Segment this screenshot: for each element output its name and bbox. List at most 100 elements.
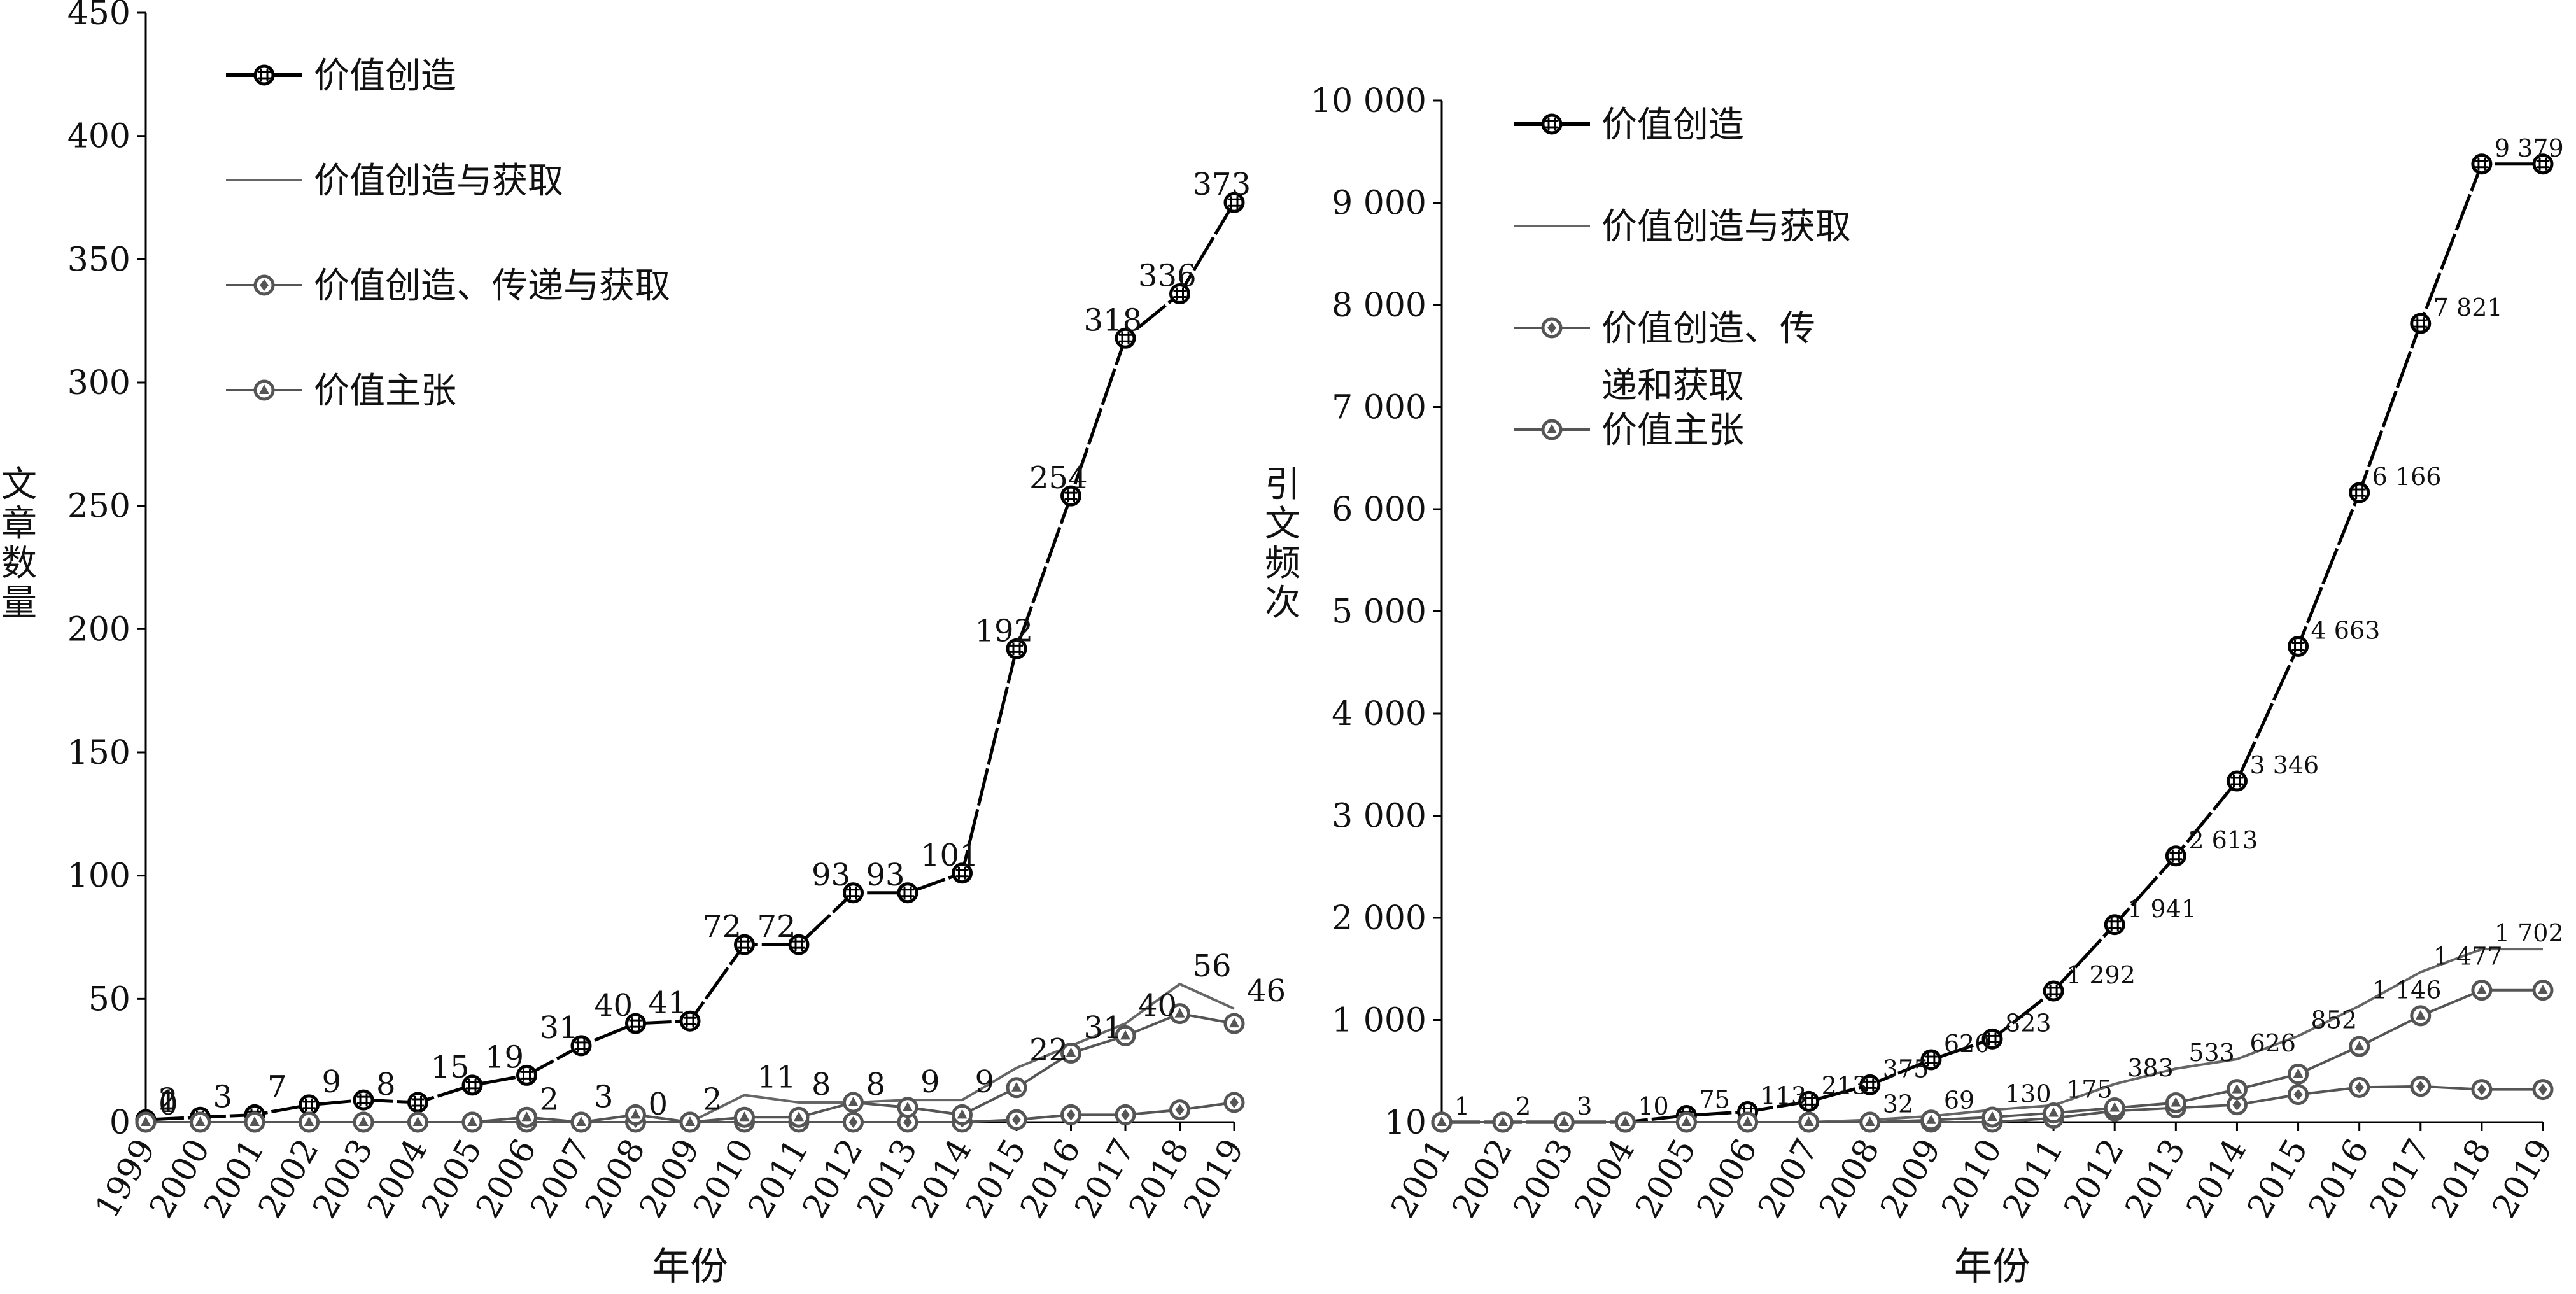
left-legend-label: 价值主张 bbox=[314, 370, 456, 412]
left-data-label: 2 bbox=[540, 1081, 560, 1117]
left-legend-item-2: 价值创造、传递与获取 bbox=[226, 265, 670, 307]
left-series-0-point bbox=[734, 934, 755, 955]
right-x-axis-title: 年份 bbox=[1954, 1244, 2031, 1289]
left-series-2-point bbox=[1006, 1109, 1027, 1130]
left-series-0-point bbox=[1223, 192, 1245, 213]
right-data-label: 6 166 bbox=[2372, 463, 2442, 491]
right-x-tick-label: 2001 bbox=[1384, 1133, 1459, 1225]
right-series-2-point bbox=[2349, 1076, 2370, 1098]
right-series-3-point bbox=[1614, 1111, 1636, 1133]
left-data-label: 7 bbox=[267, 1069, 287, 1105]
right-y-tick-label: 3 000 bbox=[1332, 798, 1426, 836]
right-data-label: 2 613 bbox=[2188, 826, 2258, 854]
right-x-tick-label: 2008 bbox=[1812, 1133, 1887, 1225]
right-series-3-point bbox=[2165, 1092, 2186, 1113]
right-series-0-point bbox=[2532, 153, 2554, 175]
left-data-label: 3 bbox=[594, 1079, 614, 1115]
left-legend-marker bbox=[253, 274, 275, 296]
right-data-label: 1 477 bbox=[2433, 942, 2503, 970]
right-x-tick-label: 2002 bbox=[1445, 1133, 1520, 1225]
left-data-label: 0 bbox=[649, 1087, 668, 1122]
right-series-3-point bbox=[1737, 1111, 1759, 1133]
left-series-3-point bbox=[190, 1111, 211, 1133]
right-data-label: 1 702 bbox=[2495, 919, 2564, 947]
left-data-label: 8 bbox=[376, 1067, 396, 1102]
left-series-3-point bbox=[897, 1097, 918, 1118]
left-series-3-point bbox=[952, 1104, 973, 1125]
right-y-tick-label: 8 000 bbox=[1332, 286, 1426, 325]
left-series-3-point bbox=[734, 1106, 755, 1128]
left-series-3-point bbox=[1223, 1013, 1245, 1034]
right-series-2-point bbox=[2532, 1079, 2554, 1101]
left-series-3-point bbox=[843, 1092, 864, 1113]
left-series-3-point bbox=[1115, 1025, 1136, 1046]
right-series-3-point bbox=[2043, 1102, 2064, 1124]
left-data-label: 192 bbox=[975, 613, 1034, 649]
right-x-tick-label: 2013 bbox=[2118, 1133, 2193, 1225]
left-legend-marker bbox=[253, 379, 275, 401]
right-x-tick-label: 2016 bbox=[2302, 1133, 2377, 1225]
left-legend-label: 价值创造、传递与获取 bbox=[314, 265, 670, 307]
left-legend-marker bbox=[253, 64, 275, 86]
right-x-tick-label: 2018 bbox=[2424, 1133, 2499, 1225]
right-y-tick-label: 6 000 bbox=[1332, 491, 1426, 529]
left-series-0-point bbox=[1115, 327, 1136, 349]
right-series-3-point bbox=[1920, 1109, 1942, 1131]
right-x-tick-label: 2015 bbox=[2241, 1133, 2316, 1225]
left-data-label: 336 bbox=[1138, 258, 1197, 294]
left-series-line-0 bbox=[145, 201, 1236, 1122]
right-data-label: 175 bbox=[2066, 1075, 2113, 1103]
right-y-tick-label: 1 000 bbox=[1332, 1002, 1426, 1040]
right-chart: 10 1 000 2 000 3 000 4 000 5 000 6 000 7 000 8 0… bbox=[1265, 82, 2564, 1289]
left-data-label: 72 bbox=[703, 909, 742, 945]
left-chart: 0501001502002503003504004501999200020012… bbox=[1, 0, 1286, 1289]
right-data-label: 1 941 bbox=[2127, 895, 2197, 923]
right-series-0-point bbox=[1981, 1028, 2003, 1050]
left-legend-item-0: 价值创造 bbox=[226, 55, 456, 97]
left-data-label: 72 bbox=[757, 909, 796, 945]
right-data-label: 113 bbox=[1761, 1081, 1807, 1109]
left-series-3-point bbox=[353, 1111, 374, 1133]
right-y-tick-label: 10 000 bbox=[1311, 82, 1426, 120]
left-series-0-point bbox=[516, 1064, 537, 1086]
right-series-3-point bbox=[1431, 1111, 1453, 1133]
left-data-label: 9 bbox=[322, 1064, 342, 1100]
left-series-2-point bbox=[1169, 1099, 1190, 1121]
right-data-label: 69 bbox=[1944, 1087, 1974, 1115]
right-x-tick-label: 2017 bbox=[2363, 1133, 2438, 1225]
right-legend-label: 价值创造、传递和获取 bbox=[1601, 308, 1815, 407]
right-data-label: 9 379 bbox=[2495, 134, 2564, 162]
left-series-0-point bbox=[788, 934, 810, 955]
left-series-3-point bbox=[244, 1111, 265, 1133]
right-x-tick-label: 2006 bbox=[1690, 1133, 1765, 1225]
left-series-0-point bbox=[461, 1074, 483, 1096]
right-legend-item-2: 价值创造、传递和获取 bbox=[1514, 308, 1815, 407]
right-series-0-point bbox=[2226, 770, 2248, 792]
left-data-label: 19 bbox=[485, 1039, 524, 1075]
right-data-label: 1 292 bbox=[2066, 961, 2136, 989]
left-series-0-point bbox=[407, 1092, 428, 1113]
left-series-0-point bbox=[570, 1035, 592, 1057]
right-y-tick-label: 7 000 bbox=[1332, 389, 1426, 427]
right-legend-item-1: 价值创造与获取 bbox=[1514, 206, 1851, 248]
right-x-tick-label: 2004 bbox=[1567, 1133, 1642, 1225]
right-series-3-point bbox=[1859, 1111, 1881, 1133]
right-series-3-point bbox=[2349, 1036, 2370, 1057]
right-series-0-point bbox=[2288, 635, 2309, 657]
right-x-tick-label: 2007 bbox=[1751, 1133, 1826, 1225]
left-series-0-point bbox=[1169, 283, 1190, 305]
right-series-line-3 bbox=[1442, 988, 2543, 1123]
left-series-0-point bbox=[1060, 485, 1081, 507]
right-data-label: 75 bbox=[1699, 1086, 1729, 1114]
right-series-0-point bbox=[1920, 1049, 1942, 1071]
right-data-label: 3 346 bbox=[2249, 751, 2319, 779]
left-series-3-point bbox=[1169, 1003, 1190, 1025]
right-data-label: 620 bbox=[1944, 1030, 1990, 1058]
left-data-label: 9 bbox=[920, 1064, 940, 1100]
left-series-0-point bbox=[1006, 638, 1027, 659]
left-series-2-point bbox=[1060, 1104, 1081, 1125]
left-series-3-point bbox=[516, 1106, 537, 1128]
right-legend-label: 价值创造与获取 bbox=[1601, 206, 1851, 248]
right-x-tick-label: 2019 bbox=[2485, 1133, 2560, 1225]
right-series-3-point bbox=[2471, 980, 2493, 1001]
